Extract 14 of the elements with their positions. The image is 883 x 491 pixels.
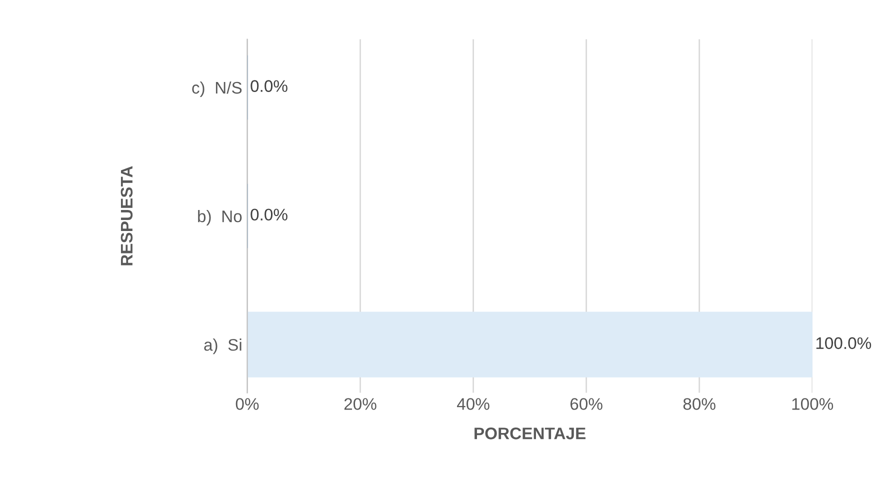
y-tick-label: a) Si <box>204 338 242 354</box>
x-tick-label: 0% <box>236 398 259 410</box>
x-tick-label: 100% <box>792 398 834 410</box>
x-axis-title: PORCENTAJE <box>474 428 586 440</box>
data-label: 100.0% <box>816 337 872 350</box>
data-label: 0.0% <box>250 208 288 221</box>
y-tick-label: b) No <box>198 210 242 226</box>
x-tick-label: 60% <box>570 398 602 410</box>
x-tick-label: 40% <box>456 398 490 410</box>
x-tick-label: 20% <box>344 398 376 410</box>
y-tick-label: c) N/S <box>192 81 242 97</box>
y-axis-title: RESPUESTA <box>120 166 133 266</box>
x-tick-label: 80% <box>683 398 716 410</box>
data-label: 0.0% <box>250 80 288 92</box>
